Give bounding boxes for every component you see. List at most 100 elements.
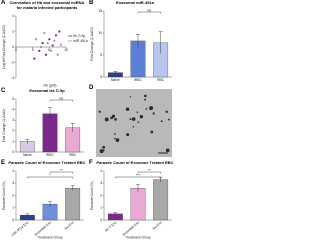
figure: A Correlation of Hb and exosomal miRNA fo… <box>0 0 176 240</box>
vesicle <box>144 98 146 101</box>
point <box>54 34 58 37</box>
x-tick-label: Naive <box>111 78 120 82</box>
point <box>49 49 53 52</box>
y-tick-label: 2 <box>12 193 14 197</box>
point <box>56 53 59 56</box>
significance-bracket <box>137 171 161 174</box>
point <box>41 42 44 45</box>
panel-label: F <box>89 160 93 166</box>
y-axis-label: Fold Change (2-ΔΔCt) <box>2 109 6 143</box>
panel: A Correlation of Hb and exosomal miRNA fo… <box>0 0 88 88</box>
panel: B Exosomal miR-451a 0 5 10 15 Fold Change (2-Δ… <box>88 0 176 85</box>
y-tick-label: 10 <box>98 31 102 35</box>
vesicle <box>136 111 139 113</box>
vesicle <box>144 94 147 98</box>
significance-bracket <box>49 171 73 174</box>
vesicle <box>137 121 140 124</box>
vesicle <box>114 137 116 140</box>
y-tick-label: -2 <box>11 60 14 64</box>
vesicle <box>131 117 136 121</box>
x-tick-label: iRBC <box>134 78 142 82</box>
point <box>38 49 41 52</box>
chart: 0 5 10 15 Fold Change (2-ΔΔCt) Naive iRBC RBC ns <box>90 8 172 82</box>
vesicle <box>160 120 163 123</box>
vesicle <box>168 118 170 121</box>
vesicle <box>149 106 154 111</box>
panel-title: Exosomal miR-451a <box>116 0 154 5</box>
micrograph <box>96 89 172 157</box>
y-tick-label: 1 <box>100 206 102 210</box>
y-tick-label: 2 <box>12 29 14 33</box>
y-tick-label: 0 <box>100 75 102 79</box>
y-tick-label: 4 <box>12 14 14 18</box>
x-tick-label: let-7i Exo <box>104 220 117 232</box>
y-tick-label: -4 <box>11 76 14 80</box>
vesicle <box>114 133 116 135</box>
panel-label: A <box>1 0 6 6</box>
vesicle <box>104 117 109 122</box>
point <box>43 31 46 35</box>
vesicle <box>129 118 132 121</box>
point <box>44 53 48 56</box>
y-axis-label: Fold Change (2-ΔΔCt) <box>90 27 94 61</box>
panel-label: B <box>89 0 94 6</box>
panel-label: C <box>1 88 6 94</box>
vesicle <box>150 130 154 134</box>
y-axis-label: Parasite Count (%) <box>90 181 94 210</box>
y-tick-label: 1 <box>12 139 14 143</box>
y-tick-label: 5 <box>100 53 102 57</box>
y-tick-label: 4 <box>12 169 14 173</box>
significance-label: ns <box>60 96 64 100</box>
panel-label: D <box>89 85 94 91</box>
x-tick-label: 0 <box>15 48 17 52</box>
vesicle <box>132 126 135 128</box>
x-axis-label: Treatment Group <box>125 235 151 239</box>
point <box>46 42 49 45</box>
y-tick-label: 0 <box>12 218 14 222</box>
significance-label: *** <box>136 173 141 177</box>
y-axis-label: Log of Fold Change (2-ΔΔCt) <box>2 25 6 69</box>
x-tick-label: 10 <box>47 48 51 52</box>
point <box>59 43 63 46</box>
legend-label: miR-451a <box>73 39 88 43</box>
micrograph-background <box>96 89 172 157</box>
y-tick-label: 0 <box>12 150 14 154</box>
chart: 0 1 2 3 4 5 Fold Change (2-ΔΔCt) Naive iRBC RBC ns <box>2 96 84 157</box>
x-axis-label: Treatment Group <box>37 235 63 239</box>
vesicle <box>98 110 101 113</box>
panel: E Parasite Count of Exosome Treated RBC 0 1… <box>0 160 88 240</box>
x-tick-label: RBC <box>69 153 77 157</box>
y-tick-label: 1 <box>12 206 14 210</box>
x-tick-label: No Exo <box>152 220 163 230</box>
y-tick-label: 4 <box>100 169 102 173</box>
vesicle <box>115 138 120 142</box>
vesicle <box>111 114 116 118</box>
point <box>33 57 36 60</box>
panel: F Parasite Count of Exosome Treated RBC 0 1… <box>88 160 176 240</box>
y-tick-label: 3 <box>12 181 14 185</box>
bar <box>130 187 146 221</box>
legend-label: let-7i-5p <box>73 34 85 38</box>
bar <box>65 187 81 221</box>
vesicle <box>125 107 130 111</box>
point <box>34 38 38 41</box>
x-tick-label: RBC <box>157 78 165 82</box>
vesicle <box>114 118 117 121</box>
panel-title: Correlation of Hb and exosomal miRNA for… <box>9 0 85 10</box>
panel-title: Parasite Count of Exosome Treated RBC <box>96 160 174 165</box>
significance-bracket <box>49 99 73 102</box>
significance-bracket <box>137 11 161 14</box>
x-tick-label: 5 <box>32 48 34 52</box>
x-tick-label: 15 <box>64 48 68 52</box>
chart: -4 -2 0 2 4 Log of Fold Change (2-ΔΔCt) Hb (g/… <box>2 14 88 88</box>
y-tick-label: 2 <box>12 129 14 133</box>
vesicle <box>99 149 104 154</box>
x-tick-label: iRBC <box>46 153 54 157</box>
significance-label: ** <box>148 168 151 172</box>
y-tick-label: 0 <box>100 218 102 222</box>
x-axis-label: Hb (g/dl) <box>43 83 56 87</box>
vesicle <box>165 148 170 153</box>
significance-bracket <box>115 176 161 179</box>
y-tick-label: 3 <box>100 181 102 185</box>
point <box>48 38 51 41</box>
